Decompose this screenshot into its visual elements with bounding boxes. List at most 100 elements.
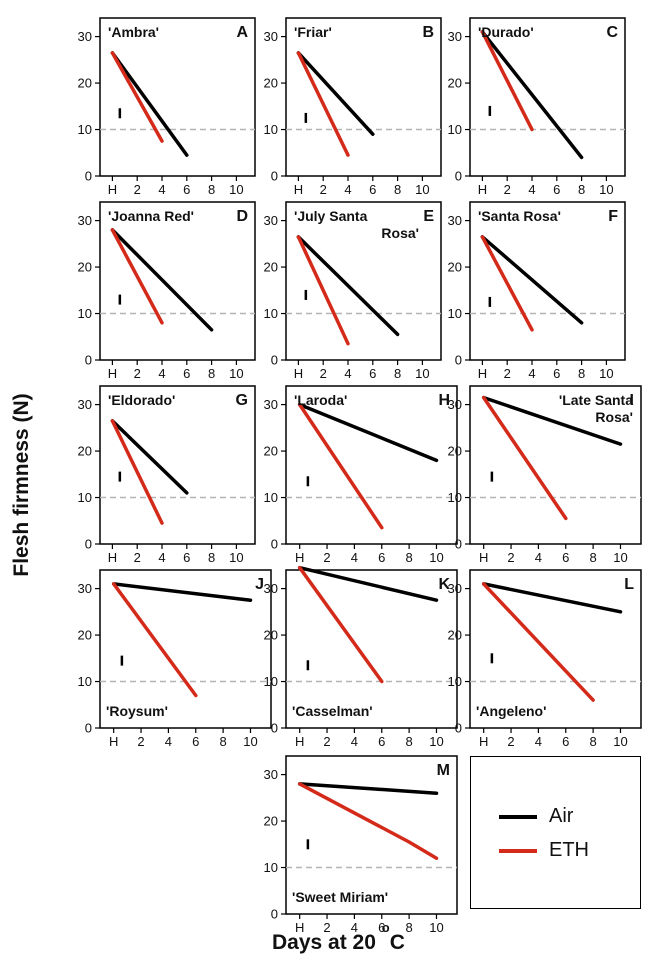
x-tick-label: 2: [504, 366, 511, 381]
x-tick-label: 8: [578, 182, 585, 197]
x-tick-label: 2: [323, 550, 330, 565]
legend-label-air: Air: [549, 805, 574, 827]
series-line-eth: [480, 30, 534, 132]
panel-title: 'Joanna Red': [108, 208, 194, 224]
panel-j: 0 10 20 30 H 2 4 6 8 10 J 'Roysum': [78, 569, 272, 749]
x-tick-label: H: [478, 182, 487, 197]
panel-title: 'Angeleno': [476, 703, 546, 719]
x-tick-label: 6: [378, 734, 385, 749]
y-tick-label: 0: [271, 721, 278, 736]
x-tick-label: 10: [229, 366, 243, 381]
y-tick-label: 20: [78, 628, 92, 643]
x-tick-label: 10: [599, 182, 613, 197]
series-line-air: [297, 565, 439, 602]
y-tick-label: 30: [264, 29, 278, 44]
x-tick-label: 6: [562, 550, 569, 565]
y-tick-label: 30: [448, 29, 462, 44]
x-tick-label: 4: [158, 182, 165, 197]
x-tick-label: 4: [344, 182, 351, 197]
panel-letter: H: [438, 392, 450, 409]
x-tick-label: H: [109, 734, 118, 749]
x-tick-label: 8: [208, 550, 215, 565]
panel-f: 0 10 20 30 H 2 4 6 8 10 F 'Santa Rosa': [448, 201, 626, 381]
x-tick-label: 6: [562, 734, 569, 749]
y-tick-label: 30: [78, 397, 92, 412]
x-tick-label: H: [295, 550, 304, 565]
x-tick-label: 2: [323, 920, 330, 935]
series-line-air: [110, 51, 189, 157]
x-tick-label: 2: [320, 366, 327, 381]
x-tick-label: 10: [229, 182, 243, 197]
y-tick-label: 20: [448, 260, 462, 275]
x-tick-label: H: [108, 550, 117, 565]
series-line-air: [110, 228, 214, 332]
series-line-air: [480, 235, 584, 325]
panel-title: 'Eldorado': [108, 392, 175, 408]
y-tick-label: 10: [264, 860, 278, 875]
x-tick-label: H: [108, 182, 117, 197]
panel-e: 0 10 20 30 H 2 4 6 8 10 E 'July Santa Rosa': [264, 201, 442, 381]
x-tick-label: 4: [528, 182, 535, 197]
panel-frame: [285, 569, 458, 729]
x-tick-label: 2: [134, 366, 141, 381]
panel-frame: [469, 201, 626, 361]
y-tick-label: 20: [448, 628, 462, 643]
panel-letter: J: [255, 576, 264, 593]
y-tick-label: 20: [264, 260, 278, 275]
x-tick-label: 4: [165, 734, 172, 749]
x-tick-label: 8: [406, 734, 413, 749]
y-tick-label: 20: [78, 444, 92, 459]
y-tick-label: 30: [264, 397, 278, 412]
y-tick-label: 30: [448, 581, 462, 596]
panel-title: Rosa': [595, 409, 633, 425]
y-tick-label: 10: [78, 122, 92, 137]
series-line-eth: [481, 395, 568, 521]
x-tick-label: 8: [220, 734, 227, 749]
x-tick-label: 6: [369, 182, 376, 197]
x-tick-label: 4: [535, 734, 542, 749]
x-axis-title: Days at 20 oC: [272, 920, 405, 955]
series-line-eth: [297, 565, 384, 684]
legend: Air ETH: [470, 756, 641, 909]
x-tick-label: 4: [351, 920, 358, 935]
series-line-air: [480, 30, 584, 160]
y-tick-label: 0: [271, 353, 278, 368]
y-tick-label: 20: [448, 444, 462, 459]
panel-letter: D: [236, 208, 248, 225]
x-tick-label: 4: [528, 366, 535, 381]
y-tick-label: 10: [448, 306, 462, 321]
y-tick-label: 0: [271, 537, 278, 552]
x-tick-label: 4: [344, 366, 351, 381]
y-tick-label: 0: [85, 353, 92, 368]
x-tick-label: H: [295, 734, 304, 749]
panel-frame: [469, 569, 642, 729]
x-tick-label: 2: [137, 734, 144, 749]
panel-frame: [99, 385, 256, 545]
panel-letter: M: [437, 762, 450, 779]
x-tick-label: H: [479, 734, 488, 749]
x-tick-label: 6: [369, 366, 376, 381]
y-tick-label: 20: [78, 76, 92, 91]
x-tick-label: 4: [158, 366, 165, 381]
series-line-eth: [110, 51, 164, 143]
series-line-eth: [110, 228, 164, 325]
legend-item-eth: ETH: [499, 839, 589, 862]
series-line-eth: [297, 782, 439, 860]
y-tick-label: 30: [264, 767, 278, 782]
panel-letter: I: [630, 392, 634, 409]
panel-k: 0 10 20 30 H 2 4 6 8 10 K 'Casselman': [264, 565, 458, 749]
y-tick-label: 30: [448, 213, 462, 228]
series-line-eth: [480, 235, 534, 332]
panel-title: 'Santa Rosa': [478, 208, 561, 224]
x-tick-label: 10: [415, 182, 429, 197]
y-tick-label: 0: [271, 169, 278, 184]
y-tick-label: 20: [264, 814, 278, 829]
x-tick-label: H: [108, 366, 117, 381]
x-tick-label: 2: [134, 550, 141, 565]
y-tick-label: 10: [448, 674, 462, 689]
panel-title: 'Casselman': [292, 703, 373, 719]
x-tick-label: 8: [208, 182, 215, 197]
panel-title: 'Sweet Miriam': [292, 889, 388, 905]
